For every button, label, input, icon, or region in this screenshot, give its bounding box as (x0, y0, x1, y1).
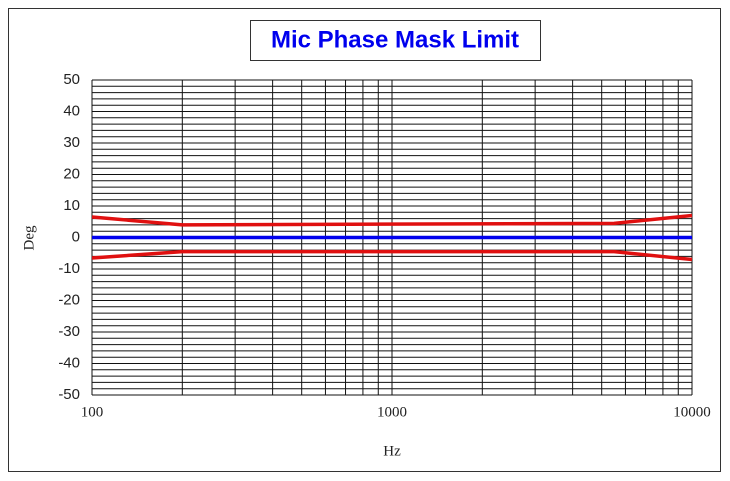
y-tick-label: 0 (72, 228, 80, 245)
frame (8, 8, 721, 472)
chart-title: Mic Phase Mask Limit (271, 26, 519, 53)
y-axis-label: Deg (21, 225, 37, 250)
y-tick-label: -40 (58, 354, 80, 371)
y-tick-label: 30 (63, 134, 80, 151)
title-box (250, 20, 541, 61)
y-tick-label: -20 (58, 291, 80, 308)
x-tick-label: 10000 (673, 404, 711, 420)
x-tick-label: 100 (81, 404, 104, 420)
y-tick-label: 40 (63, 102, 80, 119)
x-tick-label: 1000 (377, 404, 407, 420)
series-line (91, 213, 693, 227)
y-tick-label: 50 (63, 71, 80, 88)
y-tick-label: -10 (58, 260, 80, 277)
x-axis-label: Hz (383, 443, 401, 459)
y-tick-label: 20 (63, 165, 80, 182)
y-tick-label: -30 (58, 323, 80, 340)
series-line (91, 249, 693, 262)
y-tick-label: 10 (63, 197, 80, 214)
y-tick-label: -50 (58, 386, 80, 403)
